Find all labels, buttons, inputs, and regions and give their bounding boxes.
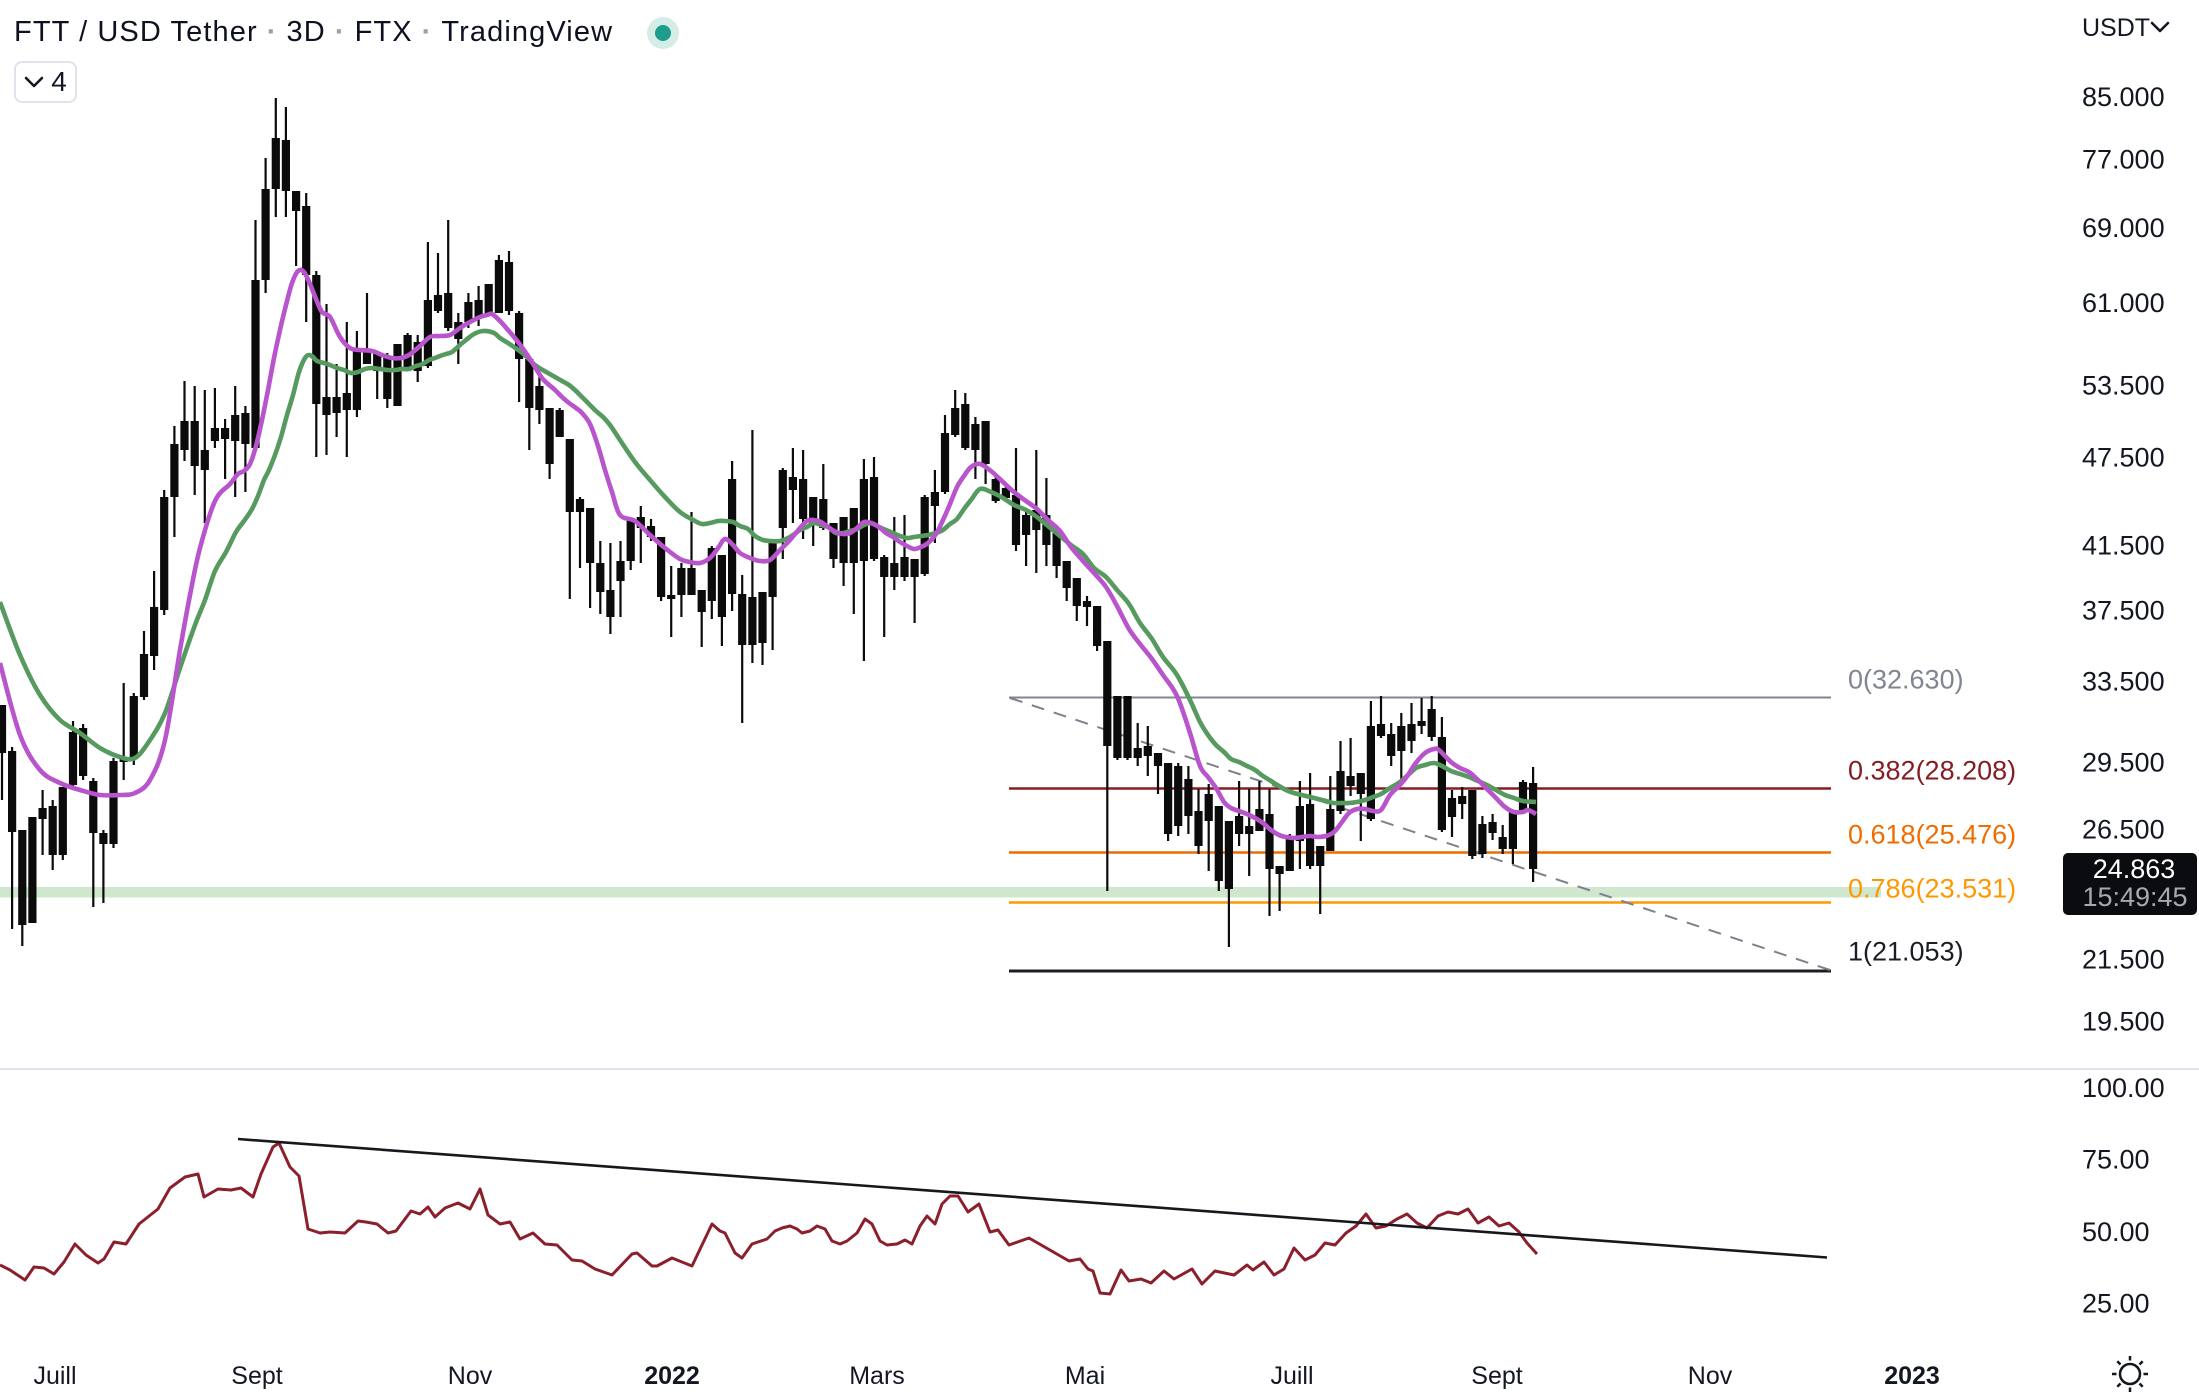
svg-text:0.382(28.208): 0.382(28.208)	[1848, 756, 2016, 786]
svg-text:Nov: Nov	[1688, 1362, 1733, 1390]
svg-text:75.00: 75.00	[2082, 1145, 2150, 1175]
svg-text:Mars: Mars	[849, 1362, 905, 1390]
svg-text:41.500: 41.500	[2082, 531, 2165, 561]
svg-text:33.500: 33.500	[2082, 667, 2165, 697]
svg-text:37.500: 37.500	[2082, 596, 2165, 626]
svg-text:85.000: 85.000	[2082, 82, 2165, 112]
svg-text:53.500: 53.500	[2082, 371, 2165, 401]
svg-text:0(32.630): 0(32.630)	[1848, 665, 1964, 695]
svg-text:61.000: 61.000	[2082, 288, 2165, 318]
svg-text:Nov: Nov	[448, 1362, 493, 1390]
svg-text:Mai: Mai	[1065, 1362, 1105, 1390]
svg-text:0.618(25.476): 0.618(25.476)	[1848, 820, 2016, 850]
svg-text:0.786(23.531): 0.786(23.531)	[1848, 874, 2016, 904]
svg-text:USDT: USDT	[2082, 14, 2150, 42]
svg-text:69.000: 69.000	[2082, 213, 2165, 243]
svg-text:25.00: 25.00	[2082, 1289, 2150, 1319]
svg-text:1(21.053): 1(21.053)	[1848, 937, 1964, 967]
svg-text:Sept: Sept	[1471, 1362, 1522, 1390]
svg-text:2022: 2022	[644, 1362, 700, 1390]
svg-text:Juill: Juill	[1270, 1362, 1313, 1390]
svg-text:21.500: 21.500	[2082, 945, 2165, 975]
svg-text:29.500: 29.500	[2082, 748, 2165, 778]
svg-text:19.500: 19.500	[2082, 1007, 2165, 1037]
svg-text:Juill: Juill	[33, 1362, 76, 1390]
svg-text:47.500: 47.500	[2082, 443, 2165, 473]
svg-text:24.863: 24.863	[2093, 854, 2176, 884]
svg-text:26.500: 26.500	[2082, 815, 2165, 845]
svg-text:2023: 2023	[1884, 1362, 1940, 1390]
svg-text:77.000: 77.000	[2082, 145, 2165, 175]
svg-text:50.00: 50.00	[2082, 1217, 2150, 1247]
svg-text:15:49:45: 15:49:45	[2082, 882, 2187, 912]
svg-text:100.00: 100.00	[2082, 1073, 2165, 1103]
svg-text:Sept: Sept	[231, 1362, 282, 1390]
